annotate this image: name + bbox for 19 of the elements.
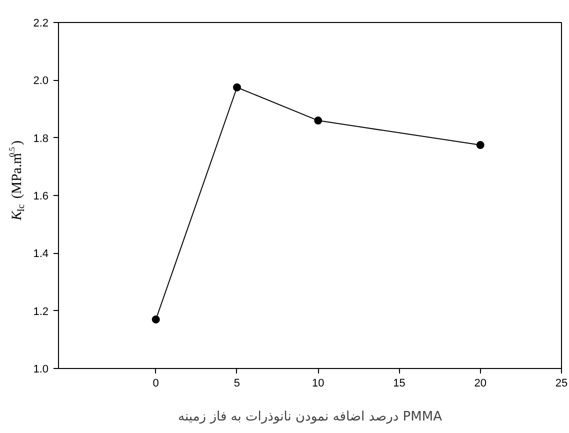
x-tick-label: 20 (474, 378, 487, 390)
y-tick-label: 1.8 (33, 132, 49, 145)
x-tick-label: 5 (234, 378, 240, 390)
y-tick-label: 1.2 (33, 306, 49, 318)
x-tick-label: 15 (393, 378, 406, 390)
y-tick-label: 1.6 (33, 190, 49, 202)
y-tick-label: 2.2 (33, 18, 49, 30)
x-tick-label: 0 (152, 378, 159, 390)
point (152, 315, 160, 324)
x-axis-title: درصد اضافه نمودن نانوذرات به فاز زمینه PMMA (178, 410, 442, 424)
point (314, 116, 322, 125)
y-tick-label: 1.4 (33, 248, 49, 260)
point (232, 83, 241, 92)
x-tick-label: 10 (312, 378, 324, 390)
point (476, 141, 484, 150)
x-tick-label: 25 (555, 378, 568, 390)
y-axis-title: KIc (MPa.m0.5) (8, 140, 27, 222)
y-tick-label: 1.0 (33, 364, 49, 376)
y-tick-label: 2.0 (33, 75, 49, 88)
